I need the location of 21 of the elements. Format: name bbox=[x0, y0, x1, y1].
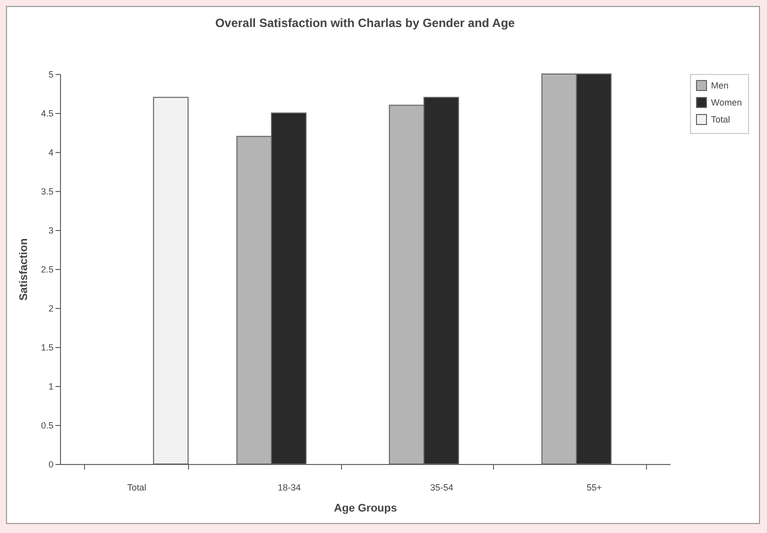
y-tick-label: 4.5 bbox=[40, 108, 54, 118]
y-tick-label: 5 bbox=[48, 70, 54, 80]
x-tick-label: Total bbox=[127, 482, 146, 492]
x-tick-label: 18-34 bbox=[278, 482, 301, 492]
y-tick-label: 1 bbox=[48, 382, 54, 392]
y-axis-title: Satisfaction bbox=[18, 238, 30, 301]
y-tick-label: 0 bbox=[48, 460, 54, 470]
y-tick-label: 2.5 bbox=[40, 264, 54, 274]
y-tick-label: 3 bbox=[48, 226, 54, 236]
legend-label: Total bbox=[711, 114, 730, 124]
y-tick-label: 3.5 bbox=[40, 186, 54, 196]
y-tick-label: 2 bbox=[48, 304, 54, 314]
x-tick-label: 55+ bbox=[586, 482, 602, 492]
legend-label: Women bbox=[711, 98, 742, 108]
legend-label: Men bbox=[711, 80, 729, 90]
y-tick-label: 1.5 bbox=[40, 342, 54, 352]
y-tick-label: 4 bbox=[48, 148, 54, 158]
y-tick-label: 0.5 bbox=[40, 420, 54, 430]
x-axis-title: Age Groups bbox=[334, 502, 397, 514]
x-tick-label: 35-54 bbox=[430, 482, 454, 492]
chart-title: Overall Satisfaction with Charlas by Gender and Age bbox=[215, 16, 516, 30]
